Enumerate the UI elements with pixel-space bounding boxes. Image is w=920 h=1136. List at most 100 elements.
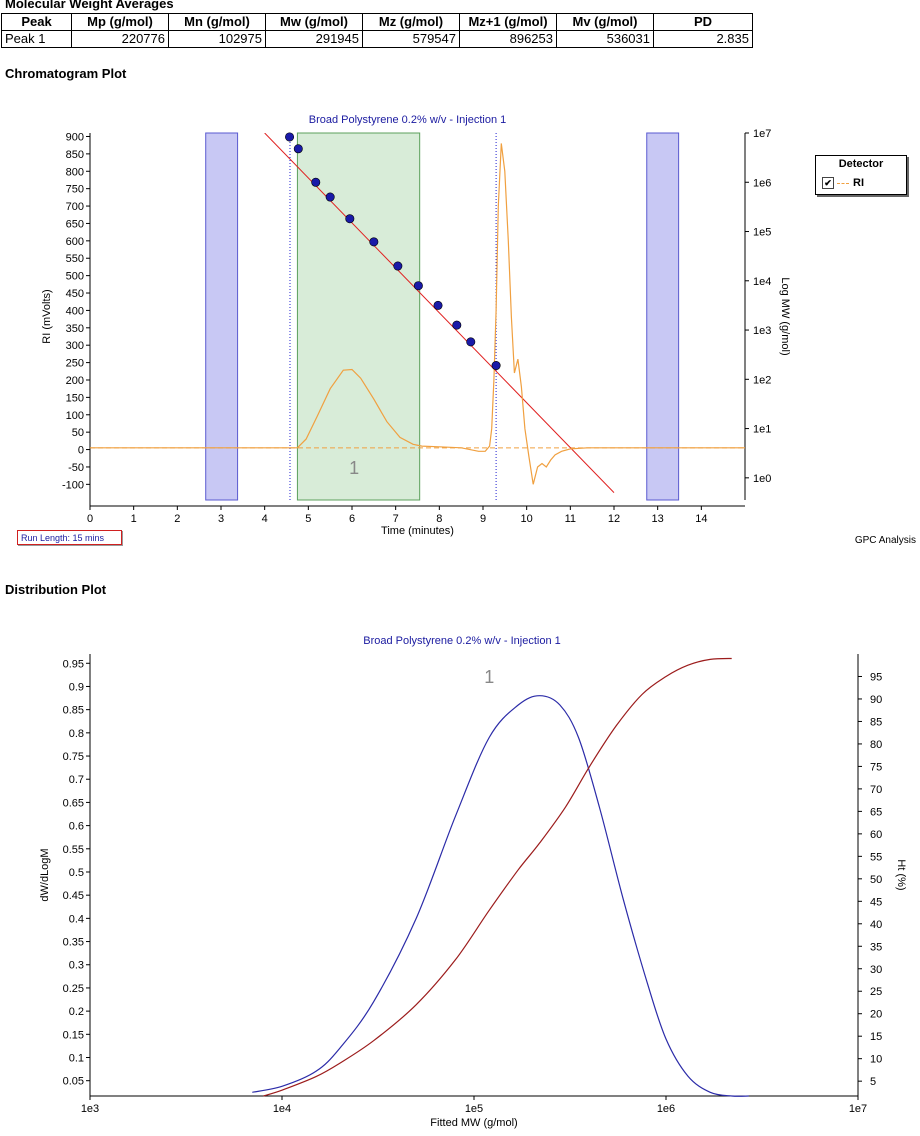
y-tick-label: 350 — [66, 323, 84, 335]
table-header-row: Peak Mp (g/mol) Mn (g/mol) Mw (g/mol) Mz… — [1, 13, 753, 31]
y2-tick-label: 35 — [870, 941, 882, 953]
x-tick-label: 1e5 — [465, 1103, 483, 1115]
y-axis-label: RI (mVolts) — [41, 289, 53, 343]
y2-tick-label: 1e3 — [753, 325, 771, 337]
col-header-mn: Mn (g/mol) — [168, 13, 266, 31]
y2-tick-label: 90 — [870, 694, 882, 706]
peak-label: 1 — [484, 667, 494, 687]
y-tick-label: 0.2 — [69, 1006, 84, 1018]
col-header-mw: Mw (g/mol) — [265, 13, 363, 31]
peak-label: 1 — [349, 458, 359, 478]
y2-tick-label: 40 — [870, 919, 882, 931]
calibration-point — [466, 337, 476, 347]
distribution-plot: 0.950.90.850.80.750.70.650.60.550.50.450… — [39, 635, 907, 1129]
x-tick-label: 1e7 — [849, 1103, 867, 1115]
y-tick-label: 0.85 — [63, 705, 84, 717]
chart-title: Broad Polystyrene 0.2% w/v - Injection 1 — [363, 635, 560, 647]
y-tick-label: 0.55 — [63, 844, 84, 856]
y2-tick-label: 1e2 — [753, 374, 771, 386]
y2-tick-label: 65 — [870, 806, 882, 818]
col-header-mz: Mz (g/mol) — [362, 13, 460, 31]
y-tick-label: 0.05 — [63, 1076, 84, 1088]
y-tick-label: 0.75 — [63, 751, 84, 763]
cell-mn: 102975 — [168, 30, 266, 48]
calibration-point — [433, 300, 443, 310]
detector-legend: Detector ✔ RI — [815, 155, 907, 195]
y2-tick-label: 5 — [870, 1076, 876, 1088]
y2-tick-label: 1e6 — [753, 177, 771, 189]
x-tick-label: 1e6 — [657, 1103, 675, 1115]
y-tick-label: 700 — [66, 201, 84, 213]
y-tick-label: 0.35 — [63, 937, 84, 949]
y2-tick-label: 85 — [870, 716, 882, 728]
x-tick-label: 2 — [174, 513, 180, 525]
chart-title: Broad Polystyrene 0.2% w/v - Injection 1 — [309, 114, 506, 126]
y-tick-label: 0 — [78, 445, 84, 457]
x-tick-label: 7 — [393, 513, 399, 525]
calibration-point — [345, 214, 355, 224]
y-tick-label: 0.4 — [69, 913, 84, 925]
x-tick-label: 3 — [218, 513, 224, 525]
calibration-point — [293, 144, 303, 154]
y2-tick-label: 80 — [870, 739, 882, 751]
y2-tick-label: 20 — [870, 1009, 882, 1021]
x-tick-label: 13 — [652, 513, 664, 525]
col-header-peak: Peak — [1, 13, 72, 31]
y-tick-label: 0.15 — [63, 1029, 84, 1041]
calibration-point — [311, 177, 321, 187]
y-axis-label: dW/dLogM — [39, 848, 51, 901]
y2-tick-label: 1e4 — [753, 276, 771, 288]
y-tick-label: 0.3 — [69, 960, 84, 972]
x-tick-label: 8 — [436, 513, 442, 525]
chromatogram-section-title: Chromatogram Plot — [5, 66, 127, 81]
table-row: Peak 1 220776 102975 291945 579547 89625… — [1, 30, 753, 48]
y2-axis-label: Ht (%) — [895, 859, 907, 890]
y2-tick-label: 1e7 — [753, 128, 771, 140]
cell-mp: 220776 — [71, 30, 169, 48]
y-tick-label: 0.7 — [69, 774, 84, 786]
calibration-point — [369, 237, 379, 247]
col-header-pd: PD — [653, 13, 753, 31]
peak-region — [296, 132, 421, 501]
mw-averages-title: Molecular Weight Averages — [5, 0, 174, 11]
y2-tick-label: 15 — [870, 1031, 882, 1043]
x-tick-label: 1e4 — [273, 1103, 291, 1115]
x-tick-label: 11 — [565, 513, 576, 525]
calibration-line — [264, 133, 615, 493]
ri-line-swatch-icon — [837, 182, 849, 184]
col-header-mv: Mv (g/mol) — [556, 13, 654, 31]
y2-tick-label: 50 — [870, 874, 882, 886]
y-tick-label: 300 — [66, 340, 84, 352]
run-length-box[interactable]: Run Length: 15 mins — [17, 530, 122, 545]
y-tick-label: 200 — [66, 375, 84, 387]
y2-tick-label: 55 — [870, 851, 882, 863]
x-tick-label: 12 — [608, 513, 620, 525]
cell-mv: 536031 — [556, 30, 654, 48]
mw-averages-table: Peak Mp (g/mol) Mn (g/mol) Mw (g/mol) Mz… — [1, 13, 753, 48]
y-tick-label: 50 — [72, 427, 84, 439]
cell-mz1: 896253 — [459, 30, 557, 48]
y-tick-label: 0.45 — [63, 890, 84, 902]
col-header-mp: Mp (g/mol) — [71, 13, 169, 31]
y-tick-label: 450 — [66, 288, 84, 300]
ri-checkbox[interactable]: ✔ — [822, 177, 834, 189]
y2-axis-label: Log MW (g/mol) — [779, 277, 791, 355]
y-tick-label: 850 — [66, 149, 84, 161]
baseline-region — [205, 132, 239, 501]
legend-item-ri[interactable]: ✔ RI — [822, 177, 864, 189]
y-tick-label: -100 — [62, 479, 84, 491]
y-tick-label: 900 — [66, 131, 84, 143]
calibration-point — [413, 281, 423, 291]
chromatogram-plot: 9008508007507006506005505004504003503002… — [41, 114, 791, 537]
x-tick-label: 10 — [521, 513, 533, 525]
y2-tick-label: 30 — [870, 964, 882, 976]
y2-tick-label: 1e1 — [753, 424, 771, 436]
y-tick-label: 0.95 — [63, 658, 84, 670]
calibration-point — [393, 261, 403, 271]
calibration-point — [452, 320, 462, 330]
dw-dlogm-series-line — [252, 695, 749, 1097]
cumulative-ht-series-line — [263, 657, 732, 1097]
y-tick-label: 150 — [66, 392, 84, 404]
y2-tick-label: 70 — [870, 784, 882, 796]
calibration-point — [285, 132, 295, 142]
